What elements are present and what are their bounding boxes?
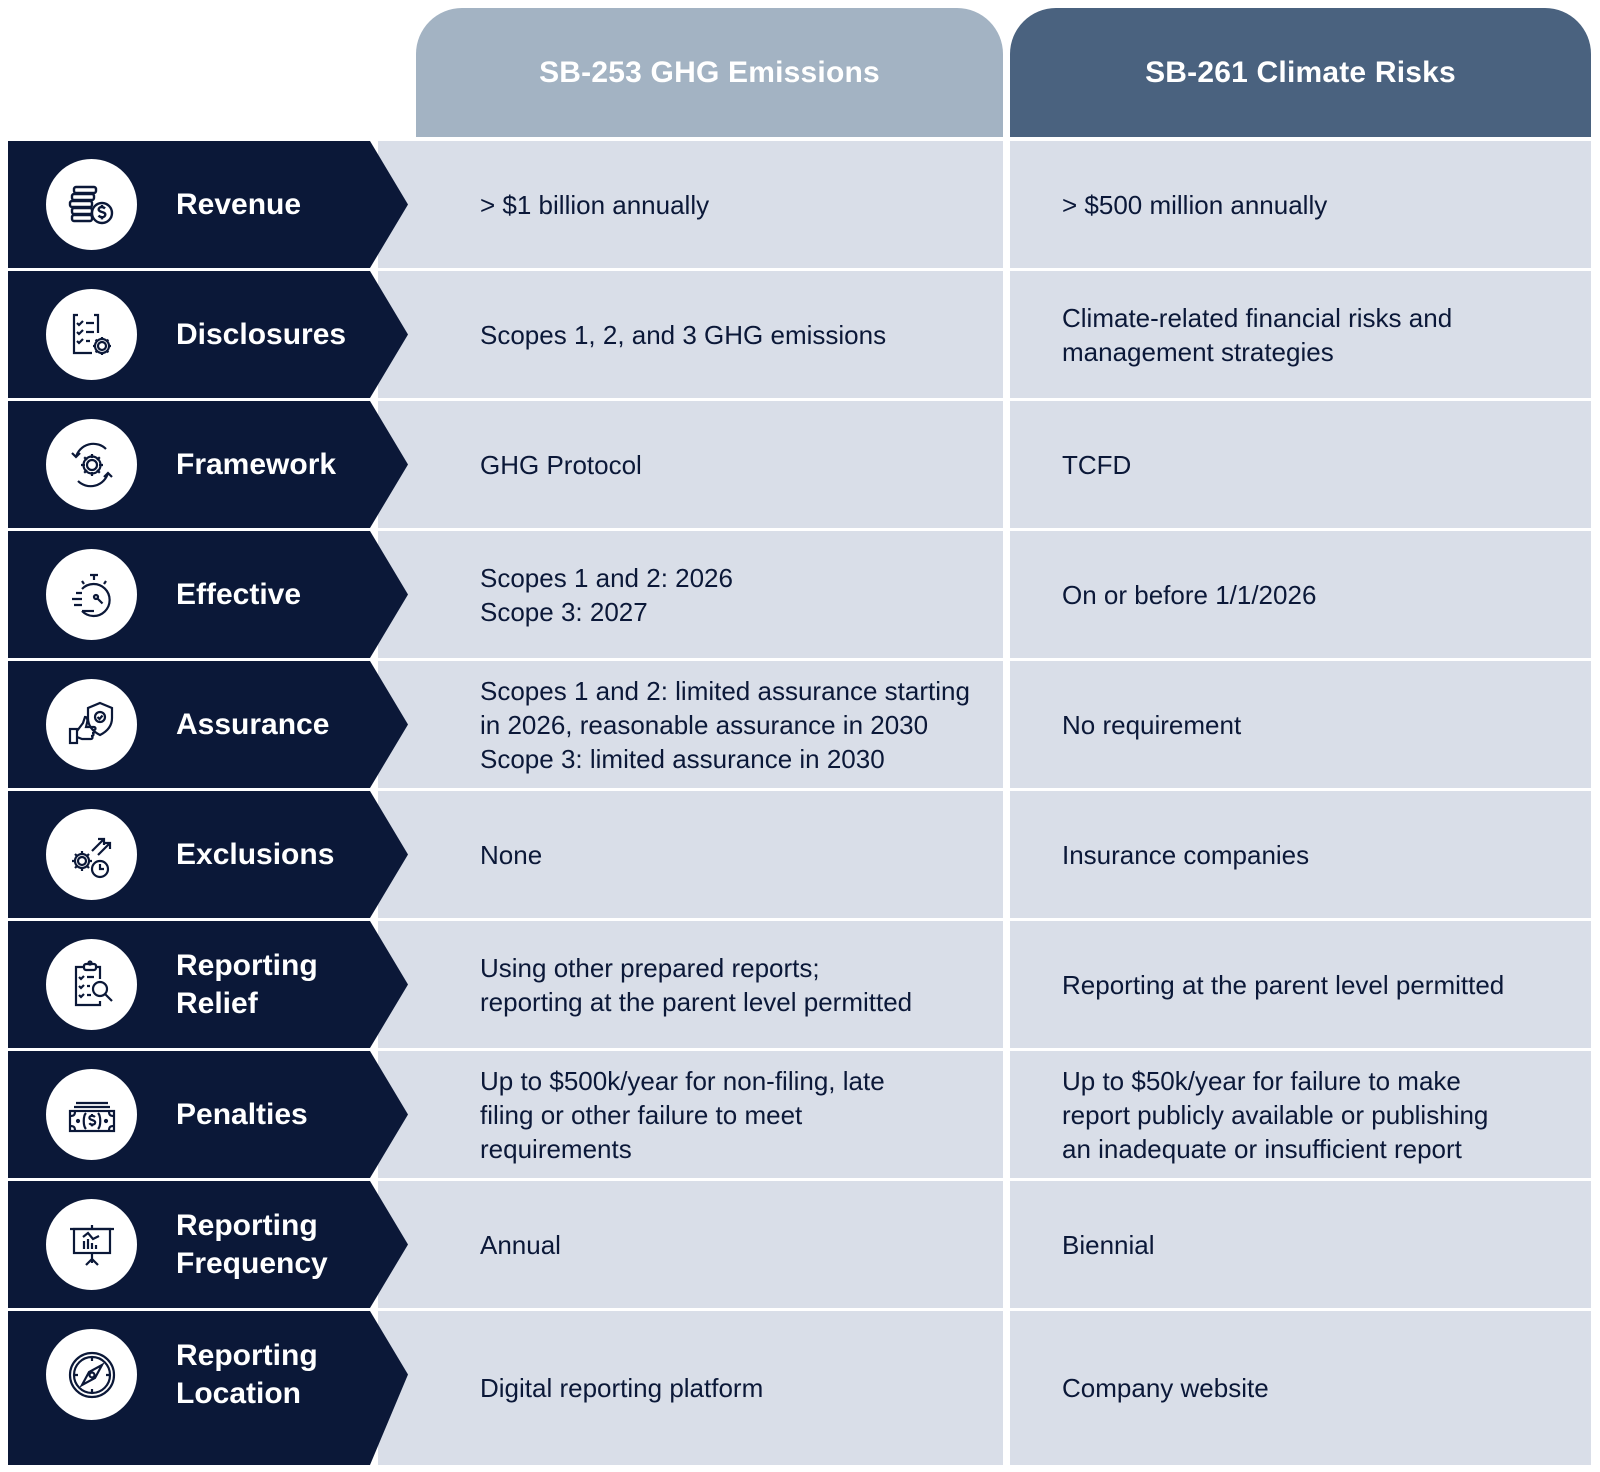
cell-sb253: Scopes 1, 2, and 3 GHG emissions (378, 271, 1003, 398)
cell-sb261: Up to $50k/year for failure to make repo… (1010, 1051, 1591, 1178)
cell-sb261: Company website (1010, 1311, 1591, 1465)
cash-stack-icon (46, 1069, 137, 1160)
row-label-text: Reporting Frequency (176, 1208, 328, 1280)
row-label: Effective (8, 531, 416, 658)
row-label-text: Disclosures (176, 317, 347, 351)
cell-sb253: None (378, 791, 1003, 918)
row-label: Assurance (8, 661, 416, 788)
cell-sb253: Up to $500k/year for non-filing, late fi… (378, 1051, 1003, 1178)
cell-text: Up to $500k/year for non-filing, late fi… (480, 1065, 885, 1164)
cell-text: Reporting at the parent level permitted (1062, 969, 1505, 1000)
cell-text: Annual (480, 1229, 561, 1260)
cell-text: Up to $50k/year for failure to make repo… (1062, 1065, 1489, 1164)
compass-icon (46, 1329, 137, 1420)
cell-sb261: On or before 1/1/2026 (1010, 531, 1591, 658)
stopwatch-speed-icon (46, 549, 137, 640)
cell-text: On or before 1/1/2026 (1062, 579, 1317, 610)
gear-cycle-icon (46, 419, 137, 510)
table-row-assurance: Scopes 1 and 2: limited assurance starti… (0, 661, 1600, 788)
cell-sb253: > $1 billion annually (378, 141, 1003, 268)
cell-sb253: Digital reporting platform (378, 1311, 1003, 1465)
cell-text: Company website (1062, 1373, 1269, 1403)
row-label-text: Effective (176, 577, 302, 611)
cell-sb261: Climate-related financial risks and mana… (1010, 271, 1591, 398)
cell-text: No requirement (1062, 709, 1242, 740)
cell-sb261: TCFD (1010, 401, 1591, 528)
table-row-reporting-frequency: Annual Biennial Reporting Frequency (0, 1181, 1600, 1308)
coins-dollar-icon (46, 159, 137, 250)
clipboard-magnifier-icon (46, 939, 137, 1030)
row-label: Disclosures (8, 271, 416, 398)
row-label: Reporting Frequency (8, 1181, 416, 1308)
table-row-effective: Scopes 1 and 2: 2026 Scope 3: 2027 On or… (0, 531, 1600, 658)
presentation-chart-icon (46, 1199, 137, 1290)
cell-text: > $500 million annually (1062, 189, 1328, 220)
cell-sb253: Scopes 1 and 2: 2026 Scope 3: 2027 (378, 531, 1003, 658)
cell-text: > $1 billion annually (480, 189, 710, 220)
cell-text: None (480, 839, 543, 870)
cell-sb261: Insurance companies (1010, 791, 1591, 918)
table-row-reporting-relief: Using other prepared reports; reporting … (0, 921, 1600, 1048)
cell-text: Using other prepared reports; reporting … (480, 952, 913, 1017)
row-label: Reporting Relief (8, 921, 416, 1048)
table-row-disclosures: Scopes 1, 2, and 3 GHG emissions Climate… (0, 271, 1600, 398)
table-row-reporting-location: Digital reporting platform Company websi… (0, 1311, 1600, 1465)
cell-sb253: Scopes 1 and 2: limited assurance starti… (378, 661, 1003, 788)
row-label: Framework (8, 401, 416, 528)
gear-clock-arrows-icon (46, 809, 137, 900)
table-row-revenue: > $1 billion annually > $500 million ann… (0, 141, 1600, 268)
table-row-exclusions: None Insurance companies Exclusions (0, 791, 1600, 918)
row-label: Penalties (8, 1051, 416, 1178)
cell-text: Biennial (1062, 1229, 1155, 1260)
row-label-text: Revenue (176, 187, 302, 221)
cell-text: TCFD (1062, 449, 1132, 480)
cell-text: GHG Protocol (480, 449, 642, 480)
cell-sb261: Reporting at the parent level permitted (1010, 921, 1591, 1048)
row-label-text: Penalties (176, 1097, 308, 1131)
cell-text: Scopes 1 and 2: limited assurance starti… (480, 675, 970, 774)
row-label: Reporting Location (8, 1311, 416, 1465)
row-label-text: Assurance (176, 707, 330, 741)
cell-text: Climate-related financial risks and mana… (1062, 302, 1453, 367)
cell-sb261: No requirement (1010, 661, 1591, 788)
header-sb253-title: SB-253 GHG Emissions (539, 55, 880, 89)
cell-sb261: Biennial (1010, 1181, 1591, 1308)
header-sb253: SB-253 GHG Emissions (416, 8, 1003, 137)
row-label-text: Exclusions (176, 837, 335, 871)
checklist-gear-icon (46, 289, 137, 380)
thumbs-up-shield-icon (46, 679, 137, 770)
table-row-penalties: Up to $500k/year for non-filing, late fi… (0, 1051, 1600, 1178)
cell-sb261: > $500 million annually (1010, 141, 1591, 268)
cell-text: Scopes 1, 2, and 3 GHG emissions (480, 319, 887, 350)
row-label-text: Reporting Relief (176, 948, 318, 1020)
cell-sb253: Using other prepared reports; reporting … (378, 921, 1003, 1048)
cell-sb253: GHG Protocol (378, 401, 1003, 528)
cell-text: Insurance companies (1062, 839, 1310, 870)
row-label: Exclusions (8, 791, 416, 918)
row-label-text: Reporting Location (176, 1338, 318, 1410)
cell-sb253: Annual (378, 1181, 1003, 1308)
cell-text: Digital reporting platform (480, 1373, 764, 1403)
header-sb261: SB-261 Climate Risks (1010, 8, 1591, 137)
cell-text: Scopes 1 and 2: 2026 Scope 3: 2027 (480, 562, 733, 627)
row-label-text: Framework (176, 447, 337, 481)
row-label: Revenue (8, 141, 416, 268)
table-row-framework: GHG Protocol TCFD Framework (0, 401, 1600, 528)
header-sb261-title: SB-261 Climate Risks (1145, 55, 1456, 89)
